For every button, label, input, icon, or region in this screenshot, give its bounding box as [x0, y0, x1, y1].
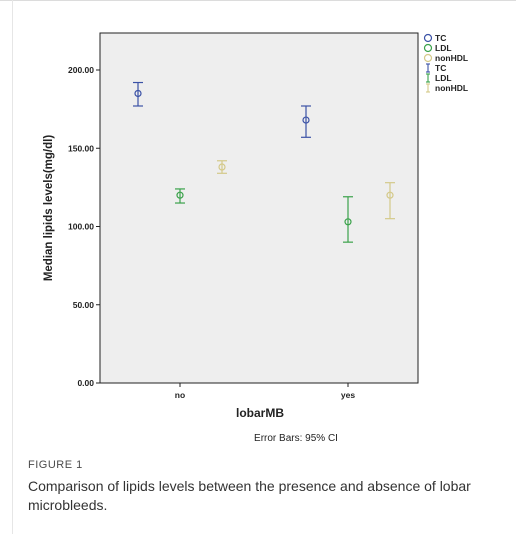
- legend-marker-nonhdl: [423, 53, 433, 63]
- y-tick-label: 200.00: [68, 65, 94, 75]
- left-border: [12, 0, 13, 534]
- point-nonhdl: [218, 163, 226, 171]
- y-tick-label: 50.00: [73, 300, 95, 310]
- error-bar-note: Error Bars: 95% CI: [254, 433, 338, 444]
- legend-label: TC: [435, 33, 446, 43]
- legend-marker-tc: [423, 33, 433, 43]
- point-ldl: [176, 191, 184, 199]
- top-border: [0, 0, 516, 1]
- legend-label: TC: [435, 63, 446, 73]
- x-tick-label: no: [175, 390, 185, 400]
- y-axis-label: Median lipids levels(mg/dl): [43, 135, 55, 282]
- point-ldl: [344, 218, 352, 226]
- lipids-error-bar-chart: 0.00 50.00 100.00 150.00 200.00 no yes lobarMB M…: [43, 32, 468, 444]
- legend-label: LDL: [435, 43, 452, 53]
- point-nonhdl: [386, 191, 394, 199]
- plot-area: [99, 32, 419, 384]
- y-tick-label: 0.00: [77, 378, 94, 388]
- legend-marker-ldl: [423, 43, 433, 53]
- legend-label: nonHDL: [435, 53, 468, 63]
- y-tick-label: 150.00: [68, 143, 94, 153]
- y-tick-label: 100.00: [68, 222, 94, 232]
- point-tc: [134, 89, 142, 98]
- legend-label: LDL: [435, 73, 452, 83]
- legend-label: nonHDL: [435, 83, 468, 93]
- point-tc: [302, 116, 310, 124]
- figure-caption: Comparison of lipids levels between the …: [28, 478, 471, 513]
- figure-label: FIGURE 1: [28, 459, 83, 471]
- x-tick-label: yes: [341, 390, 355, 400]
- x-axis-label: lobarMB: [236, 406, 284, 420]
